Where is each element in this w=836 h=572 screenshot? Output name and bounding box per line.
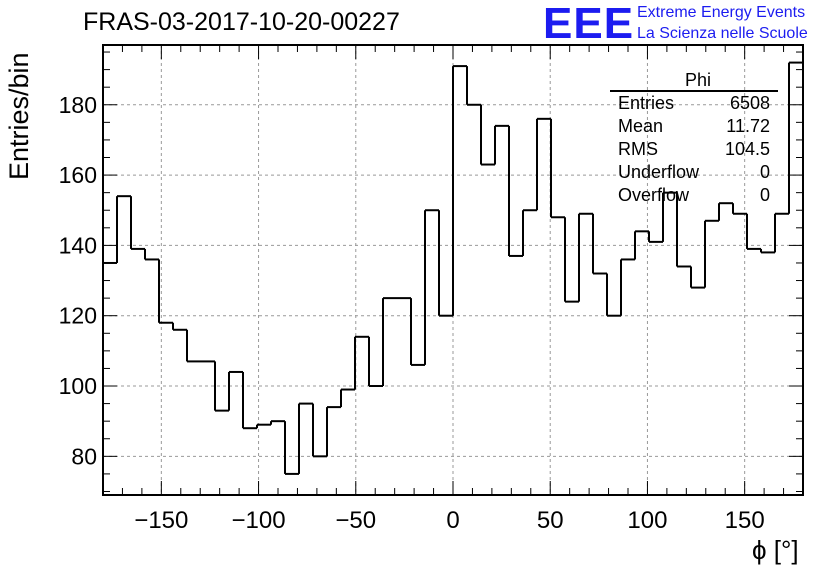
y-tick-label: 180 — [59, 92, 97, 118]
stats-row-entries: Entries 6508 — [610, 92, 778, 115]
x-tick-label: 50 — [537, 507, 564, 534]
x-tick-label: 150 — [725, 507, 765, 534]
stats-value: 0 — [759, 162, 770, 182]
stats-label: Entries — [618, 93, 675, 113]
histogram-series — [103, 61, 803, 475]
x-tick-label: 0 — [446, 507, 459, 534]
x-axis-label: ϕ [°] — [752, 535, 799, 565]
axis-tick-labels: −150 −100 −50 0 50 100 150 80 100 120 140 160 180 — [59, 92, 765, 534]
stats-row-rms: RMS 104.5 — [610, 138, 778, 161]
stats-value: 6508 — [729, 93, 770, 113]
stats-row-mean: Mean 11.72 — [610, 115, 778, 138]
stats-row-underflow: Underflow 0 — [610, 161, 778, 184]
x-tick-label: −150 — [134, 507, 188, 534]
y-tick-label: 140 — [59, 232, 97, 258]
axis-ticks — [102, 45, 804, 495]
stats-label: Underflow — [618, 162, 700, 182]
run-title: FRAS-03-2017-10-20-00227 — [83, 8, 400, 36]
logo-line-1: Extreme Energy Events — [637, 4, 806, 21]
x-tick-label: 100 — [627, 507, 667, 534]
stats-title: Phi — [684, 70, 711, 90]
y-tick-label: 160 — [59, 162, 97, 188]
stats-value: 0 — [759, 185, 770, 205]
stats-label: Mean — [618, 116, 664, 136]
y-tick-label: 100 — [59, 373, 97, 399]
stats-value: 104.5 — [724, 139, 770, 159]
y-axis-label: Entries/bin — [4, 52, 34, 180]
stats-box: Phi Entries 6508 Mean 11.72 RMS 104.5 Un… — [610, 70, 778, 207]
stats-label: RMS — [618, 139, 658, 159]
y-tick-label: 120 — [59, 303, 97, 329]
stats-label: Overflow — [618, 185, 690, 205]
stats-divider — [610, 90, 778, 92]
x-tick-label: −50 — [335, 507, 376, 534]
stats-value: 11.72 — [726, 116, 770, 136]
eee-logo: EEE — [543, 0, 635, 48]
stats-row-overflow: Overflow 0 — [610, 184, 778, 207]
x-tick-label: −100 — [232, 507, 286, 534]
y-tick-label: 80 — [71, 443, 97, 469]
logo-line-2: La Scienza nelle Scuole — [637, 25, 808, 42]
